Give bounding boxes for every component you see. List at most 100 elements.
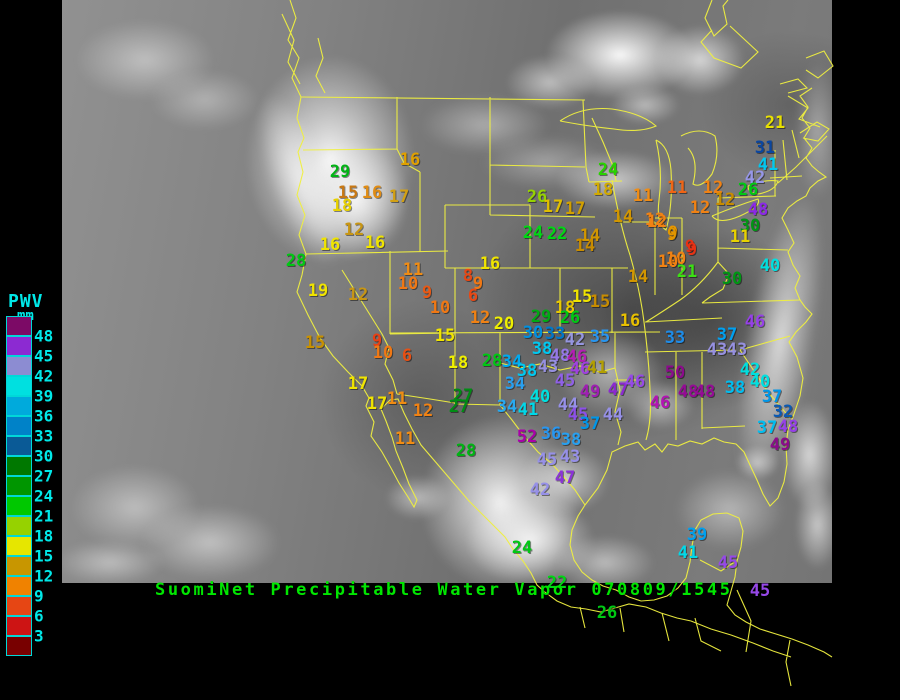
station-value: 16 [319, 235, 341, 255]
station-value: 34 [504, 374, 526, 394]
station-value: 46 [566, 347, 588, 367]
legend-tick-label: 30 [34, 446, 54, 466]
legend-tick-label: 3 [34, 626, 44, 646]
station-value: 12 [469, 308, 491, 328]
station-value: 28 [455, 441, 477, 461]
station-value: 42 [744, 168, 766, 188]
station-value: 42 [564, 330, 586, 350]
station-value: 24 [597, 160, 619, 180]
station-value: 52 [516, 427, 538, 447]
legend-tick-label: 36 [34, 406, 54, 426]
station-value: 15 [304, 333, 326, 353]
great-lakes-path [559, 107, 779, 231]
legend-color-box [6, 616, 32, 636]
station-value: 40 [529, 387, 551, 407]
station-value: 45 [554, 371, 576, 391]
station-value: 39 [686, 525, 708, 545]
legend-tick-label: 18 [34, 526, 54, 546]
station-value: 44 [557, 395, 579, 415]
station-value: 45 [749, 581, 771, 601]
station-value: 38 [560, 430, 582, 450]
station-value: 10 [665, 249, 687, 269]
station-value: 30 [522, 323, 544, 343]
station-value: 45 [567, 405, 589, 425]
station-value: 47 [607, 380, 629, 400]
station-value: 29 [329, 162, 351, 182]
station-value: 50 [664, 363, 686, 383]
station-value: 43 [706, 340, 728, 360]
station-value: 48 [694, 382, 716, 402]
station-value: 48 [677, 382, 699, 402]
legend-color-box [6, 556, 32, 576]
legend-color-box [6, 636, 32, 656]
station-value: 9 [371, 331, 383, 351]
station-value: 41 [757, 155, 779, 175]
station-value: 45 [717, 553, 739, 573]
station-value: 6 [467, 286, 479, 306]
station-value: 30 [721, 269, 743, 289]
station-value: 31 [754, 138, 776, 158]
station-value: 12 [347, 285, 369, 305]
legend-tick-label: 48 [34, 326, 54, 346]
station-value: 49 [579, 382, 601, 402]
state-borders-path [300, 96, 803, 653]
station-value: 24 [511, 538, 533, 558]
station-value: 17 [366, 394, 388, 414]
station-value: 10 [372, 343, 394, 363]
station-value: 43 [537, 357, 559, 377]
station-value: 12 [644, 210, 666, 230]
legend-color-box [6, 316, 32, 336]
station-value: 20 [493, 314, 515, 334]
station-value: 17 [564, 199, 586, 219]
legend-tick-label: 33 [34, 426, 54, 446]
legend-color-box [6, 416, 32, 436]
station-value: 18 [447, 353, 469, 373]
station-value: 12 [412, 401, 434, 421]
legend-tick-label: 12 [34, 566, 54, 586]
map-caption: SuomiNet Precipitable Water Vapor 070809… [155, 580, 733, 600]
station-value: 38 [516, 361, 538, 381]
station-value: 41 [586, 358, 608, 378]
station-value: 38 [724, 378, 746, 398]
station-value: 35 [589, 327, 611, 347]
station-value: 14 [574, 236, 596, 256]
legend-tick-label: 42 [34, 366, 54, 386]
station-value: 40 [749, 372, 771, 392]
legend-color-box [6, 336, 32, 356]
station-value: 12 [714, 190, 736, 210]
legend-color-box [6, 596, 32, 616]
station-value: 12 [689, 198, 711, 218]
station-value: 16 [361, 183, 383, 203]
station-value: 26 [737, 180, 759, 200]
station-value: 18 [331, 196, 353, 216]
station-value: 14 [612, 207, 634, 227]
legend-title: PWV [8, 291, 44, 312]
station-value: 46 [744, 312, 766, 332]
station-value: 48 [777, 417, 799, 437]
station-value: 15 [434, 326, 456, 346]
station-value: 42 [739, 360, 761, 380]
station-value: 16 [399, 150, 421, 170]
station-value: 19 [307, 281, 329, 301]
station-value: 14 [627, 267, 649, 287]
station-value: 48 [747, 200, 769, 220]
legend-tick-label: 21 [34, 506, 54, 526]
station-value: 21 [676, 262, 698, 282]
station-value: 29 [530, 307, 552, 327]
station-value: 46 [569, 359, 591, 379]
station-value: 28 [285, 251, 307, 271]
station-value: 27 [448, 397, 470, 417]
legend-color-box [6, 476, 32, 496]
station-value: 17 [542, 197, 564, 217]
station-value: 46 [649, 393, 671, 413]
station-value: 37 [761, 387, 783, 407]
station-value: 12 [343, 220, 365, 240]
station-value: 41 [517, 400, 539, 420]
station-value: 47 [554, 468, 576, 488]
station-value: 41 [677, 543, 699, 563]
station-value: 9 [686, 240, 698, 260]
legend-color-box [6, 376, 32, 396]
station-value: 11 [402, 260, 424, 280]
station-value: 22 [546, 573, 568, 593]
